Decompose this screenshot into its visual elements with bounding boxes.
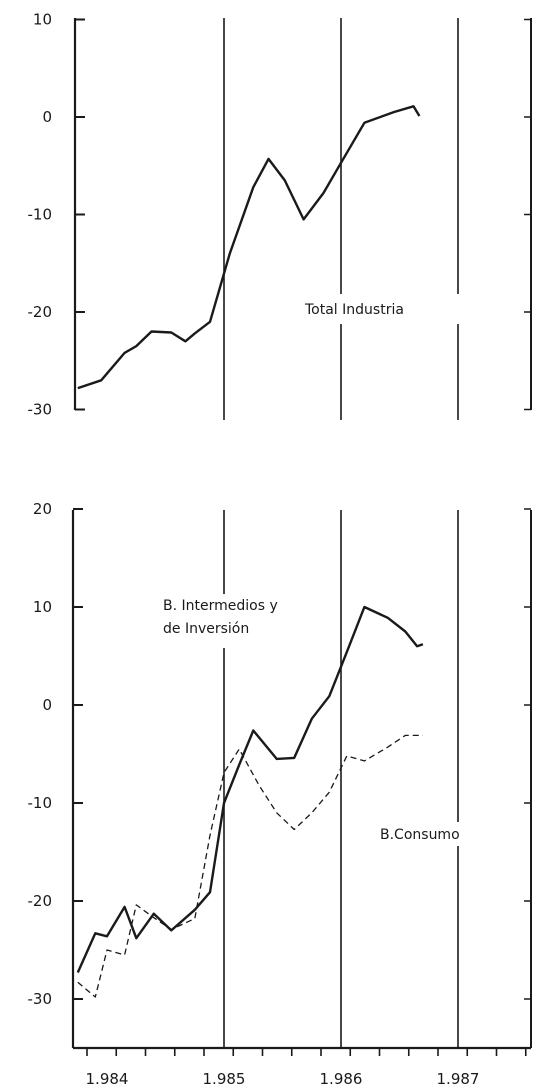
y-tick-label: 10 <box>33 598 52 616</box>
series-label-intermedios-line2: de Inversión <box>163 621 249 637</box>
x-ticks-bottom: 1.984 1.985 1.986 1.987 <box>86 1048 527 1088</box>
chart-panel-bienes: 20 10 0 -10 -20 -30 1.984 1.985 1.986 1.987 B. I… <box>28 500 532 1088</box>
y-tick-label: -20 <box>28 892 53 910</box>
y-ticks-top: 10 0 -10 -20 -30 <box>28 11 531 419</box>
chart-panel-total-industria: 10 0 -10 -20 -30 Total Industria <box>28 11 532 420</box>
series-line-consumo <box>77 734 423 998</box>
x-tick-label: 1.985 <box>203 1070 246 1088</box>
vertical-reference-lines-bottom <box>223 510 459 1048</box>
vertical-reference-lines-top <box>223 18 459 420</box>
y-tick-label: -20 <box>28 303 53 321</box>
series-label-consumo: B.Consumo <box>380 827 460 843</box>
y-tick-label: 0 <box>42 696 52 714</box>
series-label-total: Total Industria <box>304 302 404 318</box>
y-tick-label: 20 <box>33 500 52 518</box>
y-tick-label: -10 <box>28 206 53 224</box>
series-label-intermedios: B. Intermedios y de Inversión <box>163 598 282 637</box>
series-label-intermedios-line1: B. Intermedios y <box>163 598 278 614</box>
series-line-intermedios <box>76 605 424 973</box>
y-tick-label: 10 <box>33 11 52 29</box>
y-tick-label: -10 <box>28 794 53 812</box>
label-background <box>298 294 470 324</box>
label-background <box>158 594 308 648</box>
label-background <box>376 822 488 846</box>
series-line-total <box>77 105 421 390</box>
y-ticks-bottom: 20 10 0 -10 -20 -30 <box>28 500 531 1008</box>
x-tick-label: 1.984 <box>86 1070 129 1088</box>
series-top <box>77 105 421 390</box>
y-tick-label: -30 <box>28 990 53 1008</box>
x-tick-label: 1.987 <box>437 1070 480 1088</box>
x-tick-label: 1.986 <box>320 1070 363 1088</box>
series-bottom <box>76 605 424 998</box>
y-tick-label: -30 <box>28 401 53 419</box>
y-tick-label: 0 <box>42 108 52 126</box>
